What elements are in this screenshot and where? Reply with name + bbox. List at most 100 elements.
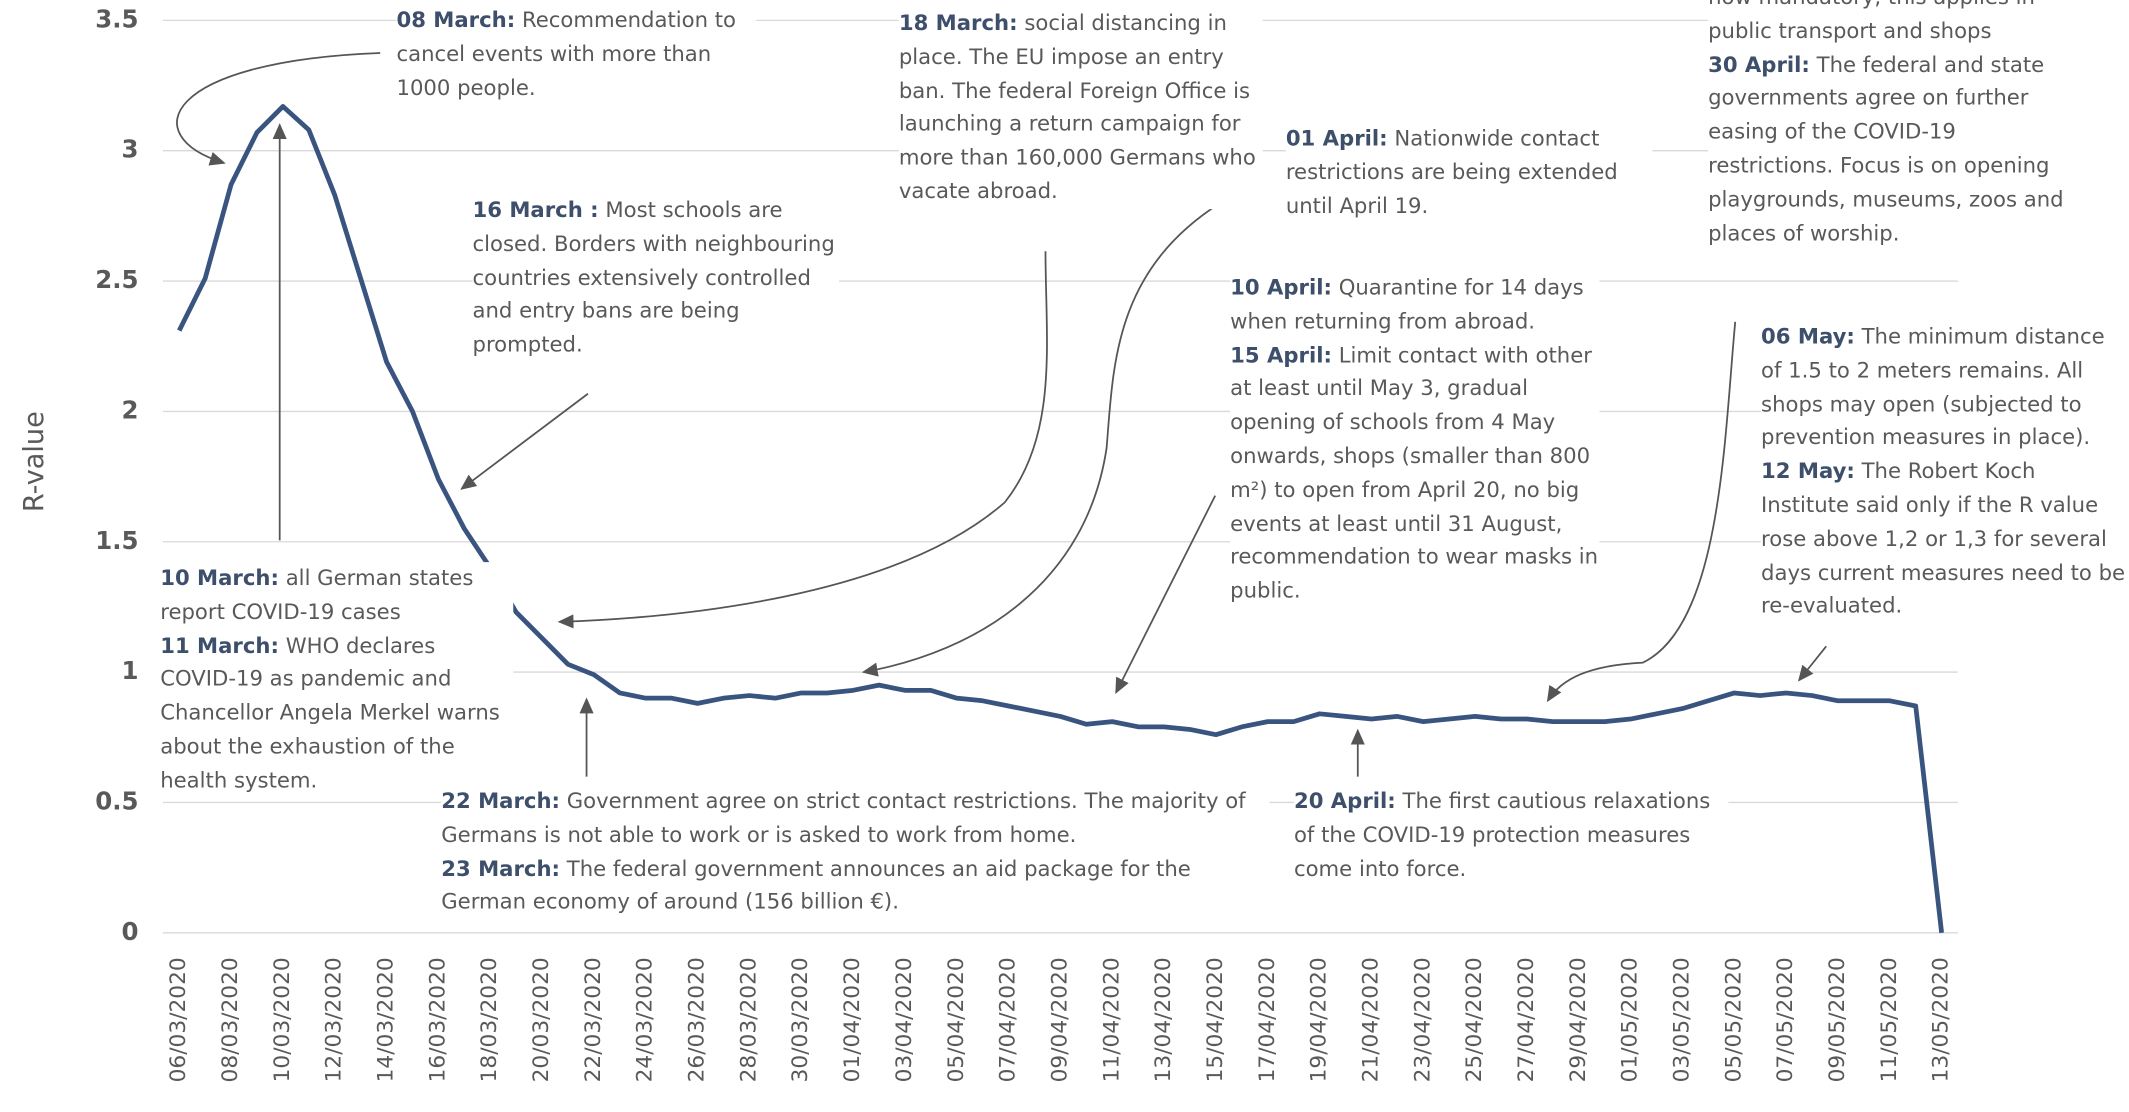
y-tick-label: 3.5 [95, 4, 138, 33]
annotation-text: now mandatory, this applies in public tr… [1708, 0, 2035, 44]
x-tick-label: 20/03/2020 [529, 957, 554, 1082]
x-tick-label: 11/04/2020 [1099, 957, 1124, 1082]
annotation-entry: 23 March: The federal government announc… [441, 852, 1269, 919]
x-tick-label: 07/05/2020 [1773, 957, 1798, 1082]
annotation-entry: 22 March: Government agree on strict con… [441, 785, 1269, 852]
annotation-text: Government agree on strict contact restr… [441, 788, 1246, 847]
annotation-entry: 11 March: WHO declares COVID-19 as pande… [160, 629, 513, 797]
x-tick-label: 29/04/2020 [1566, 957, 1591, 1082]
y-tick-label: 1.5 [95, 526, 138, 555]
annotation: 10 March: all German states report COVID… [160, 562, 514, 798]
annotation-entry: 30 April: The federal and state governme… [1708, 48, 2072, 250]
annotation-entry: 10 April: Quarantine for 14 days when re… [1230, 272, 1599, 339]
x-tick-label: 07/04/2020 [996, 957, 1021, 1082]
x-tick-label: 25/04/2020 [1462, 957, 1487, 1082]
annotation-text: The Robert Koch Institute said only if t… [1761, 459, 2126, 619]
annotation-date: 12 May: [1761, 459, 1855, 484]
annotation-date: 10 April: [1230, 275, 1332, 301]
annotation-text: The minimum distance of 1.5 to 2 meters … [1761, 324, 2105, 450]
annotation-text: WHO declares COVID-19 as pandemic and Ch… [160, 633, 500, 793]
annotation-date: 18 March: [898, 10, 1018, 36]
annotation: 08 March: Recommendation to cancel event… [396, 4, 757, 106]
annotation: 18 March: social distancing in place. Th… [898, 6, 1263, 209]
x-tick-label: 19/04/2020 [1307, 957, 1332, 1082]
annotation-text: Nationwide contact restrictions are bein… [1285, 126, 1618, 219]
x-tick-label: 03/05/2020 [1669, 957, 1694, 1082]
annotation-entry: now mandatory, this applies in public tr… [1708, 0, 2072, 48]
annotation-date: 11 March: [160, 633, 279, 658]
annotation-text: Most schools are closed. Borders with ne… [472, 198, 835, 358]
annotation: 16 March : Most schools are closed. Bord… [472, 194, 840, 363]
x-tick-label: 28/03/2020 [736, 957, 761, 1082]
annotation-entry: 20 April: The first cautious relaxations… [1294, 785, 1728, 886]
annotation-text: Recommendation to cancel events with mor… [396, 8, 737, 100]
annotation-entry: 16 March : Most schools are closed. Bord… [473, 194, 840, 362]
x-tick-label: 09/04/2020 [1047, 957, 1072, 1082]
x-tick-label: 13/05/2020 [1929, 957, 1954, 1082]
annotation-date: 22 March: [441, 788, 561, 814]
annotation: 10 April: Quarantine for 14 days when re… [1230, 271, 1600, 609]
arrow [557, 251, 1048, 629]
annotation: 06 May: The minimum distance of 1.5 to 2… [1761, 320, 2128, 624]
annotation: 01 April: Nationwide contact restriction… [1285, 122, 1653, 224]
annotation-entry: 12 May: The Robert Koch Institute said o… [1761, 455, 2128, 623]
x-tick-label: 16/03/2020 [425, 957, 450, 1082]
x-tick-label: 03/04/2020 [892, 957, 917, 1082]
x-tick-label: 15/04/2020 [1203, 957, 1228, 1082]
annotation-date: 30 April: [1708, 52, 1810, 77]
y-tick-label: 2.5 [95, 265, 138, 294]
x-tick-label: 01/05/2020 [1618, 957, 1643, 1082]
annotation-date: 01 April: [1285, 126, 1388, 151]
x-tick-label: 23/04/2020 [1410, 957, 1435, 1082]
arrow [861, 202, 1220, 677]
x-tick-label: 30/03/2020 [788, 957, 813, 1082]
annotation-entry: 15 April: Limit contact with other at le… [1230, 339, 1599, 608]
r-value-line [177, 104, 1944, 934]
annotation-entry: 06 May: The minimum distance of 1.5 to 2… [1761, 320, 2128, 455]
arrow [176, 52, 381, 166]
annotation-text: Limit contact with other at least until … [1230, 342, 1599, 604]
x-tick-label: 26/03/2020 [685, 957, 710, 1082]
plot [177, 104, 1944, 934]
annotation-date: 15 April: [1230, 342, 1332, 368]
x-tick-label: 27/04/2020 [1514, 957, 1539, 1082]
x-tick-label: 11/05/2020 [1877, 957, 1902, 1082]
annotation-date: 20 April: [1293, 788, 1396, 814]
annotation: now mandatory, this applies in public tr… [1708, 0, 2072, 251]
y-tick-label: 0.5 [95, 786, 138, 815]
annotation: 22 March: Government agree on strict con… [441, 784, 1270, 920]
x-tick-label: 05/05/2020 [1721, 957, 1746, 1082]
arrow [460, 393, 589, 490]
annotation-entry: 08 March: Recommendation to cancel event… [396, 4, 756, 105]
x-tick-label: 05/04/2020 [944, 957, 969, 1082]
x-tick-label: 09/05/2020 [1825, 957, 1850, 1082]
x-tick-label: 08/03/2020 [218, 957, 243, 1082]
x-tick-label: 17/04/2020 [1255, 957, 1280, 1082]
x-tick-label: 22/03/2020 [581, 957, 606, 1082]
x-tick-label: 06/03/2020 [166, 957, 191, 1082]
annotation-text: all German states report COVID-19 cases [160, 566, 474, 625]
annotation: 20 April: The first cautious relaxations… [1293, 784, 1729, 886]
x-tick-label: 12/03/2020 [322, 957, 347, 1082]
x-tick-label: 14/03/2020 [374, 957, 399, 1082]
annotation-text: Quarantine for 14 days when returning fr… [1230, 275, 1584, 334]
arrow [1115, 495, 1217, 695]
x-tick-label: 10/03/2020 [270, 957, 295, 1082]
arrows [176, 52, 1827, 777]
annotation-text: The federal and state governments agree … [1708, 52, 2064, 246]
y-tick-label: 3 [121, 135, 138, 164]
arrow [1546, 321, 1737, 703]
x-tick-label: 21/04/2020 [1358, 957, 1383, 1082]
x-tick-label: 01/04/2020 [840, 957, 865, 1082]
y-tick-label: 2 [121, 395, 138, 424]
annotation-date: 10 March: [160, 566, 279, 591]
annotation-date: 16 March : [472, 198, 599, 223]
arrow [1797, 645, 1827, 682]
x-tick-label: 18/03/2020 [477, 957, 502, 1082]
annotation-text: The federal government announces an aid … [441, 856, 1191, 915]
y-tick-label: 1 [121, 656, 138, 685]
x-tick-label: 13/04/2020 [1151, 957, 1176, 1082]
annotation-entry: 10 March: all German states report COVID… [160, 562, 513, 629]
